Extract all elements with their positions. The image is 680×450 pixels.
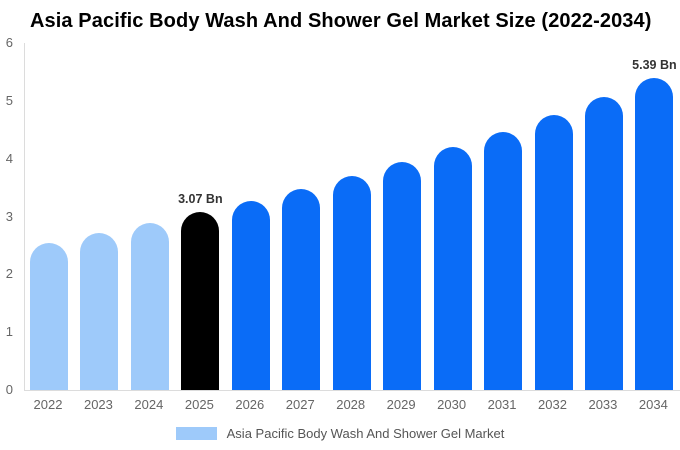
x-axis-label: 2032 bbox=[538, 397, 567, 412]
y-axis-label: 2 bbox=[5, 266, 13, 282]
x-axis-label: 2034 bbox=[638, 397, 668, 412]
bar-2032 bbox=[534, 115, 573, 390]
bar-2027 bbox=[282, 188, 321, 390]
bar-2022 bbox=[30, 243, 68, 390]
y-axis-label: 4 bbox=[5, 150, 13, 166]
legend-swatch-icon[interactable] bbox=[175, 427, 217, 440]
bar-2030 bbox=[433, 147, 472, 390]
x-axis-label: 2031 bbox=[487, 397, 517, 412]
chart-title: Asia Pacific Body Wash And Shower Gel Ma… bbox=[30, 10, 652, 32]
bar-2034 bbox=[635, 78, 674, 390]
bar-2028 bbox=[332, 176, 371, 390]
x-axis: 2022 2023 2024 2025 2026 2027 2028 2029 2030 2031… bbox=[24, 397, 679, 413]
x-axis-label: 2028 bbox=[336, 397, 366, 412]
bar-2023 bbox=[80, 233, 119, 390]
x-axis-label: 2029 bbox=[386, 397, 416, 412]
x-axis-label: 2030 bbox=[437, 397, 467, 412]
y-axis-label: 3 bbox=[5, 208, 13, 224]
x-axis-label: 2026 bbox=[235, 397, 265, 412]
bar-2033 bbox=[584, 97, 623, 390]
y-axis-label: 1 bbox=[5, 324, 13, 340]
x-axis-label: 2022 bbox=[33, 397, 63, 412]
x-axis-label: 2033 bbox=[588, 397, 618, 412]
bar-2025 bbox=[181, 212, 220, 390]
bar-2031 bbox=[484, 131, 523, 390]
bar-2024 bbox=[130, 223, 169, 390]
x-axis-label: 2027 bbox=[285, 397, 315, 412]
legend: Asia Pacific Body Wash And Shower Gel Ma… bbox=[0, 426, 680, 441]
y-axis: 0 1 2 3 4 5 6 bbox=[0, 35, 15, 397]
y-axis-label: 0 bbox=[5, 382, 13, 397]
bar-2026 bbox=[231, 200, 270, 390]
y-axis-label: 5 bbox=[5, 92, 13, 108]
x-axis-label: 2024 bbox=[134, 397, 164, 412]
bar-value-label-2034: 5.39 Bn bbox=[632, 58, 677, 73]
y-axis-label: 6 bbox=[5, 35, 13, 50]
bar-value-label-2025: 3.07 Bn bbox=[178, 192, 223, 207]
bar-2029 bbox=[383, 162, 422, 390]
legend-label[interactable]: Asia Pacific Body Wash And Shower Gel Ma… bbox=[226, 426, 505, 441]
plot-area: 3.07 Bn 5.39 Bn bbox=[24, 43, 680, 391]
x-axis-label: 2025 bbox=[184, 397, 214, 412]
x-axis-label: 2023 bbox=[83, 397, 113, 412]
